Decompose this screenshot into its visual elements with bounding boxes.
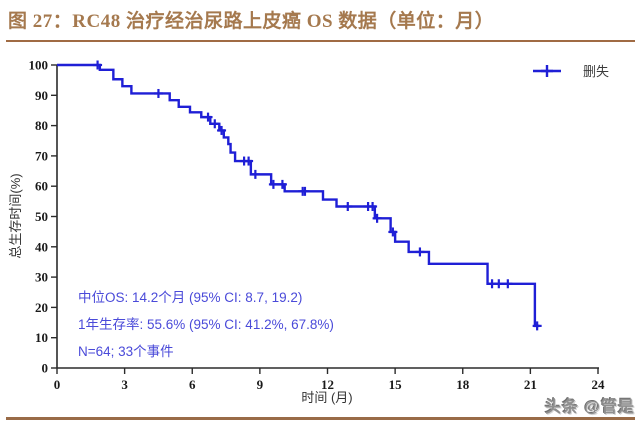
survival-curve [57,63,540,328]
censor-mark [388,227,398,237]
x-tick-label: 6 [189,377,196,392]
median-os-text: 中位OS: 14.2个月 (95% CI: 8.7, 19.2) [78,290,303,305]
censor-mark [250,169,260,179]
censor-mark [343,202,353,212]
censor-mark [268,179,278,189]
y-tick-label: 0 [42,361,49,376]
sample-size-text: N=64; 33个事件 [78,344,174,359]
censor-plus-icon [541,65,553,77]
censor-mark [93,60,103,70]
censor-mark [277,179,287,189]
y-tick-label: 60 [35,179,48,194]
censor-mark [244,156,254,166]
censor-mark [372,213,382,223]
censor-mark [153,88,163,98]
censor-mark [217,125,227,135]
one-year-survival-text: 1年生存率: 55.6% (95% CI: 41.2%, 67.8%) [78,317,334,332]
bottom-divider [6,417,635,420]
y-tick-label: 10 [35,330,48,345]
x-tick-label: 15 [389,377,403,392]
x-axis-title: 时间 (月) [301,390,352,405]
censor-mark [532,321,542,331]
censor-mark [300,186,310,196]
y-axis-title: 总生存时间(%) [8,173,23,258]
y-tick-label: 100 [29,58,49,73]
x-tick-label: 18 [456,377,470,392]
y-tick-label: 80 [35,118,48,133]
x-tick-label: 21 [524,377,537,392]
y-tick-label: 70 [35,148,48,163]
censor-mark [494,279,504,289]
censor-mark [368,202,378,212]
statistics-annotation: 中位OS: 14.2个月 (95% CI: 8.7, 19.2) 1年生存率: … [78,284,334,365]
censor-marks-layer [93,60,542,331]
x-tick-label: 12 [321,377,334,392]
censor-mark [210,119,220,129]
y-tick-label: 40 [35,239,48,254]
survival-curve-layer [57,63,540,328]
y-tick-label: 90 [35,88,48,103]
y-tick-label: 20 [35,300,48,315]
censor-mark [503,279,513,289]
x-tick-label: 0 [54,377,61,392]
y-axis-ticks: 0 10 20 30 40 50 60 70 80 90 100 [29,58,57,376]
x-tick-label: 24 [592,377,606,392]
y-tick-label: 30 [35,270,48,285]
censor-mark [415,247,425,257]
km-survival-chart: 0 10 20 30 40 50 60 70 80 90 100 0 3 6 9 12 15 18 21 24 时间… [8,58,609,406]
watermark: 头条 @管是 [544,399,635,416]
legend: 删失 [533,64,609,79]
x-tick-label: 3 [121,377,128,392]
y-tick-label: 50 [35,209,48,224]
censor-mark [203,112,213,122]
title-divider [6,40,635,42]
legend-label-censored: 删失 [583,64,609,79]
figure-title: 图 27：RC48 治疗经治尿路上皮癌 OS 数据（单位：月） [8,11,495,32]
x-tick-label: 9 [257,377,264,392]
x-axis-ticks: 0 3 6 9 12 15 18 21 24 [54,368,605,392]
